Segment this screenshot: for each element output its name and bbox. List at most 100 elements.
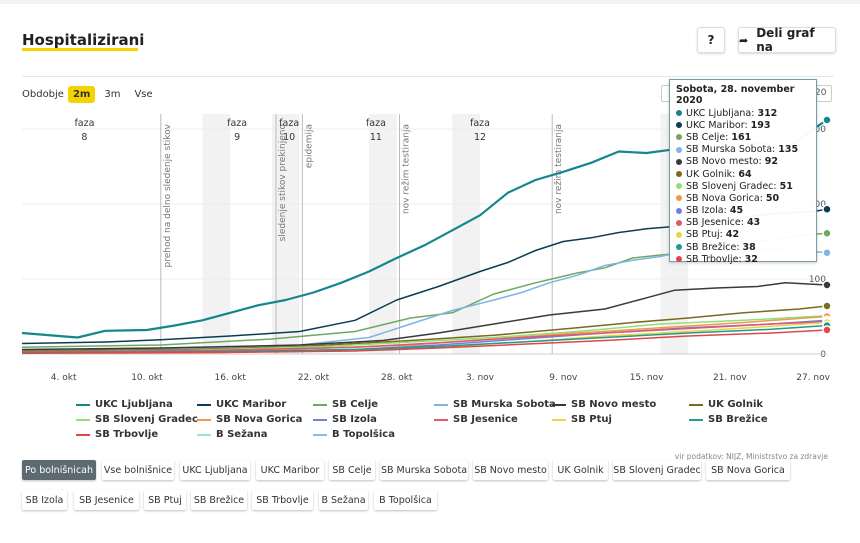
- legend-swatch: [552, 403, 566, 406]
- legend-item[interactable]: SB Trbovlje: [76, 429, 158, 440]
- event-label-2: epidemija: [304, 124, 314, 168]
- period-2m-button[interactable]: 2m: [67, 86, 96, 103]
- filter-button[interactable]: SB Ptuj: [144, 490, 186, 510]
- legend-item[interactable]: B Sežana: [197, 429, 268, 440]
- legend-label: B Sežana: [216, 429, 268, 440]
- share-button[interactable]: ➦ Deli graf na: [738, 26, 836, 54]
- series-line-12: [21, 329, 828, 355]
- legend-item[interactable]: UKC Ljubljana: [76, 399, 173, 410]
- tooltip-row: UKC Ljubljana: 312: [676, 107, 810, 119]
- series-line-4: [21, 282, 828, 351]
- filter-button[interactable]: SB Celje: [329, 460, 375, 480]
- tooltip-row: SB Izola: 45: [676, 205, 810, 217]
- tooltip-row: SB Celje: 161: [676, 131, 810, 143]
- legend-swatch: [434, 403, 448, 406]
- series-endpoint-12: [822, 325, 832, 335]
- filter-button[interactable]: UK Golnik: [553, 460, 608, 480]
- tooltip-row: UK Golnik: 64: [676, 168, 810, 180]
- legend-item[interactable]: B Topolšica: [313, 429, 395, 440]
- phase-label-0: faza: [74, 118, 94, 129]
- phase-number-2: 10: [283, 132, 295, 143]
- x-tick-label-4: 28. okt: [381, 373, 413, 383]
- legend-item[interactable]: SB Brežice: [689, 414, 768, 425]
- filter-button[interactable]: SB Slovenj Gradec: [613, 460, 701, 480]
- filter-button[interactable]: SB Novo mesto: [473, 460, 548, 480]
- legend-label: SB Slovenj Gradec: [95, 414, 198, 425]
- tooltip-series-value: 38: [742, 241, 756, 253]
- series-line-9: [21, 321, 828, 353]
- series-endpoint-0: [822, 115, 832, 125]
- legend-item[interactable]: SB Novo mesto: [552, 399, 656, 410]
- series-line-11: [21, 324, 828, 354]
- legend-swatch: [313, 418, 327, 421]
- filter-button[interactable]: SB Brežice: [191, 490, 247, 510]
- legend-item[interactable]: SB Jesenice: [434, 414, 518, 425]
- chart-tooltip: Sobota, 28. november 2020 UKC Ljubljana:…: [669, 79, 817, 265]
- x-tick-label-2: 16. okt: [214, 373, 246, 383]
- legend-item[interactable]: SB Izola: [313, 414, 377, 425]
- legend-label: UKC Ljubljana: [95, 399, 173, 410]
- filter-button[interactable]: B Sežana: [319, 490, 368, 510]
- tooltip-series-value: 43: [746, 217, 761, 229]
- phase-label-1: faza: [227, 118, 247, 129]
- period-3m-button[interactable]: 3m: [104, 89, 121, 100]
- filter-button[interactable]: SB Trbovlje: [252, 490, 313, 510]
- legend-item[interactable]: SB Celje: [313, 399, 378, 410]
- filter-button[interactable]: UKC Maribor: [256, 460, 324, 480]
- x-tick-label-9: 27. nov: [796, 373, 830, 383]
- filter-button[interactable]: Vse bolnišnice: [102, 460, 174, 480]
- filter-button[interactable]: B Topolšica: [374, 490, 437, 510]
- filter-button[interactable]: SB Izola: [22, 490, 67, 510]
- tooltip-row: SB Brežice: 38: [676, 241, 810, 253]
- tooltip-dot-icon: [676, 122, 682, 129]
- tooltip-series-value: 193: [750, 119, 771, 131]
- tooltip-series-name: SB Slovenj Gradec:: [686, 180, 777, 192]
- tooltip-dot-icon: [676, 110, 682, 117]
- period-label: Obdobje: [22, 89, 64, 100]
- tooltip-series-name: SB Jesenice:: [686, 217, 744, 229]
- period-all-button[interactable]: Vse: [134, 89, 153, 100]
- filter-button[interactable]: UKC Ljubljana: [180, 460, 250, 480]
- legend-swatch: [197, 433, 211, 436]
- legend-label: SB Trbovlje: [95, 429, 159, 440]
- tooltip-row: SB Trbovlje: 32: [676, 253, 810, 265]
- filter-button[interactable]: Po bolnišnicah: [22, 460, 96, 480]
- legend-item[interactable]: SB Murska Sobota: [434, 399, 556, 410]
- legend-swatch: [197, 403, 211, 406]
- tooltip-row: SB Murska Sobota: 135: [676, 144, 810, 156]
- tooltip-dot-icon: [676, 231, 682, 238]
- legend-swatch: [689, 403, 703, 406]
- x-tick-label-0: 4. okt: [51, 373, 77, 383]
- series-line-6: [21, 315, 828, 353]
- legend-swatch: [76, 418, 90, 421]
- legend-item[interactable]: SB Ptuj: [552, 414, 612, 425]
- filter-button[interactable]: SB Jesenice: [74, 490, 139, 510]
- x-tick-label-1: 10. okt: [131, 373, 163, 383]
- x-tick-label-3: 22. okt: [298, 373, 330, 383]
- tooltip-row: UKC Maribor: 193: [676, 119, 810, 131]
- tooltip-dot-icon: [676, 244, 682, 251]
- series-line-5: [21, 305, 828, 352]
- legend-item[interactable]: UKC Maribor: [197, 399, 286, 410]
- filter-button[interactable]: SB Murska Sobota: [380, 460, 468, 480]
- tooltip-row: SB Nova Gorica: 50: [676, 192, 810, 204]
- phase-label-3: faza: [366, 118, 386, 129]
- y-tick-label-100: 100: [809, 275, 826, 285]
- legend-swatch: [313, 433, 327, 436]
- legend-item[interactable]: UK Golnik: [689, 399, 763, 410]
- legend-swatch: [434, 418, 448, 421]
- series-endpoint-5: [822, 301, 832, 311]
- tooltip-series-name: UKC Maribor:: [686, 119, 748, 131]
- legend-item[interactable]: SB Slovenj Gradec: [76, 414, 198, 425]
- tooltip-series-name: SB Ptuj:: [686, 229, 723, 241]
- event-label-3: nov režim testiranja: [402, 124, 412, 214]
- legend-item[interactable]: SB Nova Gorica: [197, 414, 302, 425]
- tooltip-series-value: 64: [738, 168, 752, 180]
- tooltip-row: SB Jesenice: 43: [676, 217, 810, 229]
- legend-swatch: [76, 433, 90, 436]
- series-endpoint-1: [822, 204, 832, 214]
- chart-title: Hospitalizirani: [22, 31, 145, 49]
- help-button[interactable]: ?: [697, 27, 725, 53]
- filter-button[interactable]: SB Nova Gorica: [706, 460, 790, 480]
- legend-swatch: [689, 418, 703, 421]
